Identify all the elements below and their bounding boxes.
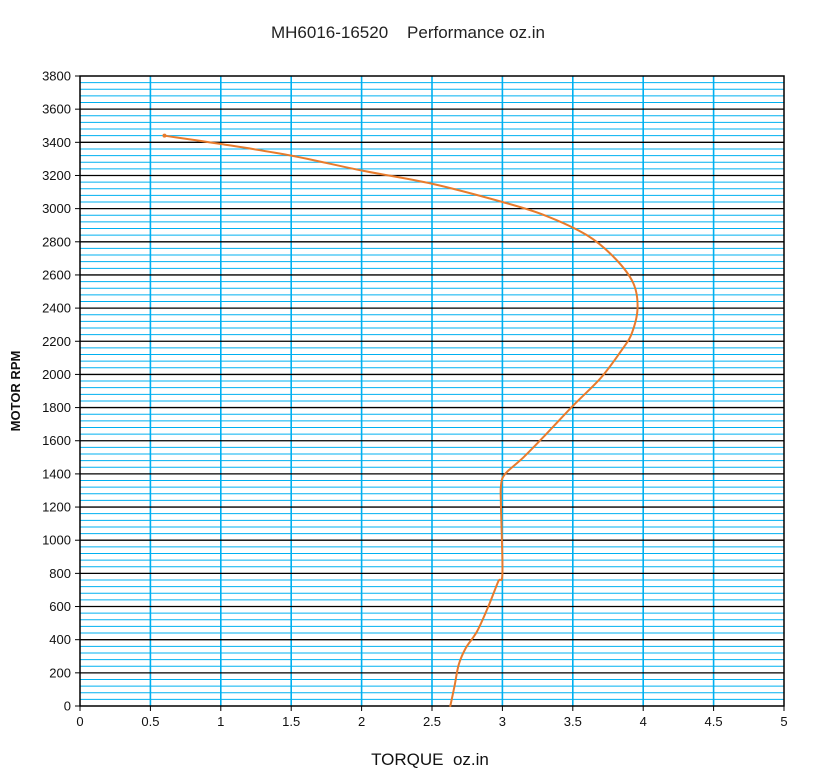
y-tick-label: 2600	[42, 267, 71, 282]
x-tick-label: 1	[217, 714, 224, 729]
x-tick-label: 3	[499, 714, 506, 729]
y-tick-label: 1400	[42, 466, 71, 481]
y-tick-label: 400	[49, 632, 71, 647]
x-tick-label: 2.5	[423, 714, 441, 729]
y-tick-label: 2800	[42, 234, 71, 249]
x-tick-label: 0.5	[141, 714, 159, 729]
y-tick-label: 800	[49, 566, 71, 581]
x-tick-label: 1.5	[282, 714, 300, 729]
x-tick-label: 0	[76, 714, 83, 729]
series-line	[163, 134, 639, 707]
x-tick-labels: 0 0.5 1 1.5 2 2.5 3 3.5 4 4.5 5	[76, 706, 788, 729]
y-tick-label: 2000	[42, 367, 71, 382]
x-tick-label: 2	[358, 714, 365, 729]
x-tick-label: 3.5	[564, 714, 582, 729]
series-layer	[162, 133, 639, 707]
y-tick-labels: 0 200 400 600 800 1000 1200 1400 1600 1800 2000 220…	[42, 69, 80, 714]
y-tick-label: 600	[49, 599, 71, 614]
y-tick-label: 2400	[42, 301, 71, 316]
major-gridlines	[80, 108, 784, 674]
x-tick-label: 5	[780, 714, 787, 729]
y-tick-label: 200	[49, 665, 71, 680]
y-tick-label: 3800	[42, 69, 71, 84]
y-tick-label: 1800	[42, 400, 71, 415]
y-tick-label: 0	[64, 699, 71, 714]
y-tick-label: 3400	[42, 135, 71, 150]
y-axis-label: MOTOR RPM	[8, 351, 23, 432]
y-tick-label: 3200	[42, 168, 71, 183]
chart-title: MH6016-16520 Performance oz.in	[271, 23, 545, 42]
y-tick-label: 1000	[42, 533, 71, 548]
x-tick-label: 4	[640, 714, 647, 729]
y-tick-label: 2200	[42, 334, 71, 349]
y-tick-label: 1200	[42, 500, 71, 515]
x-axis-label: TORQUE oz.in	[371, 750, 489, 769]
minor-gridlines	[80, 76, 784, 706]
y-tick-label: 1600	[42, 433, 71, 448]
y-tick-label: 3600	[42, 102, 71, 117]
series-start-point	[162, 133, 167, 138]
x-tick-label: 4.5	[705, 714, 723, 729]
y-tick-label: 3000	[42, 201, 71, 216]
